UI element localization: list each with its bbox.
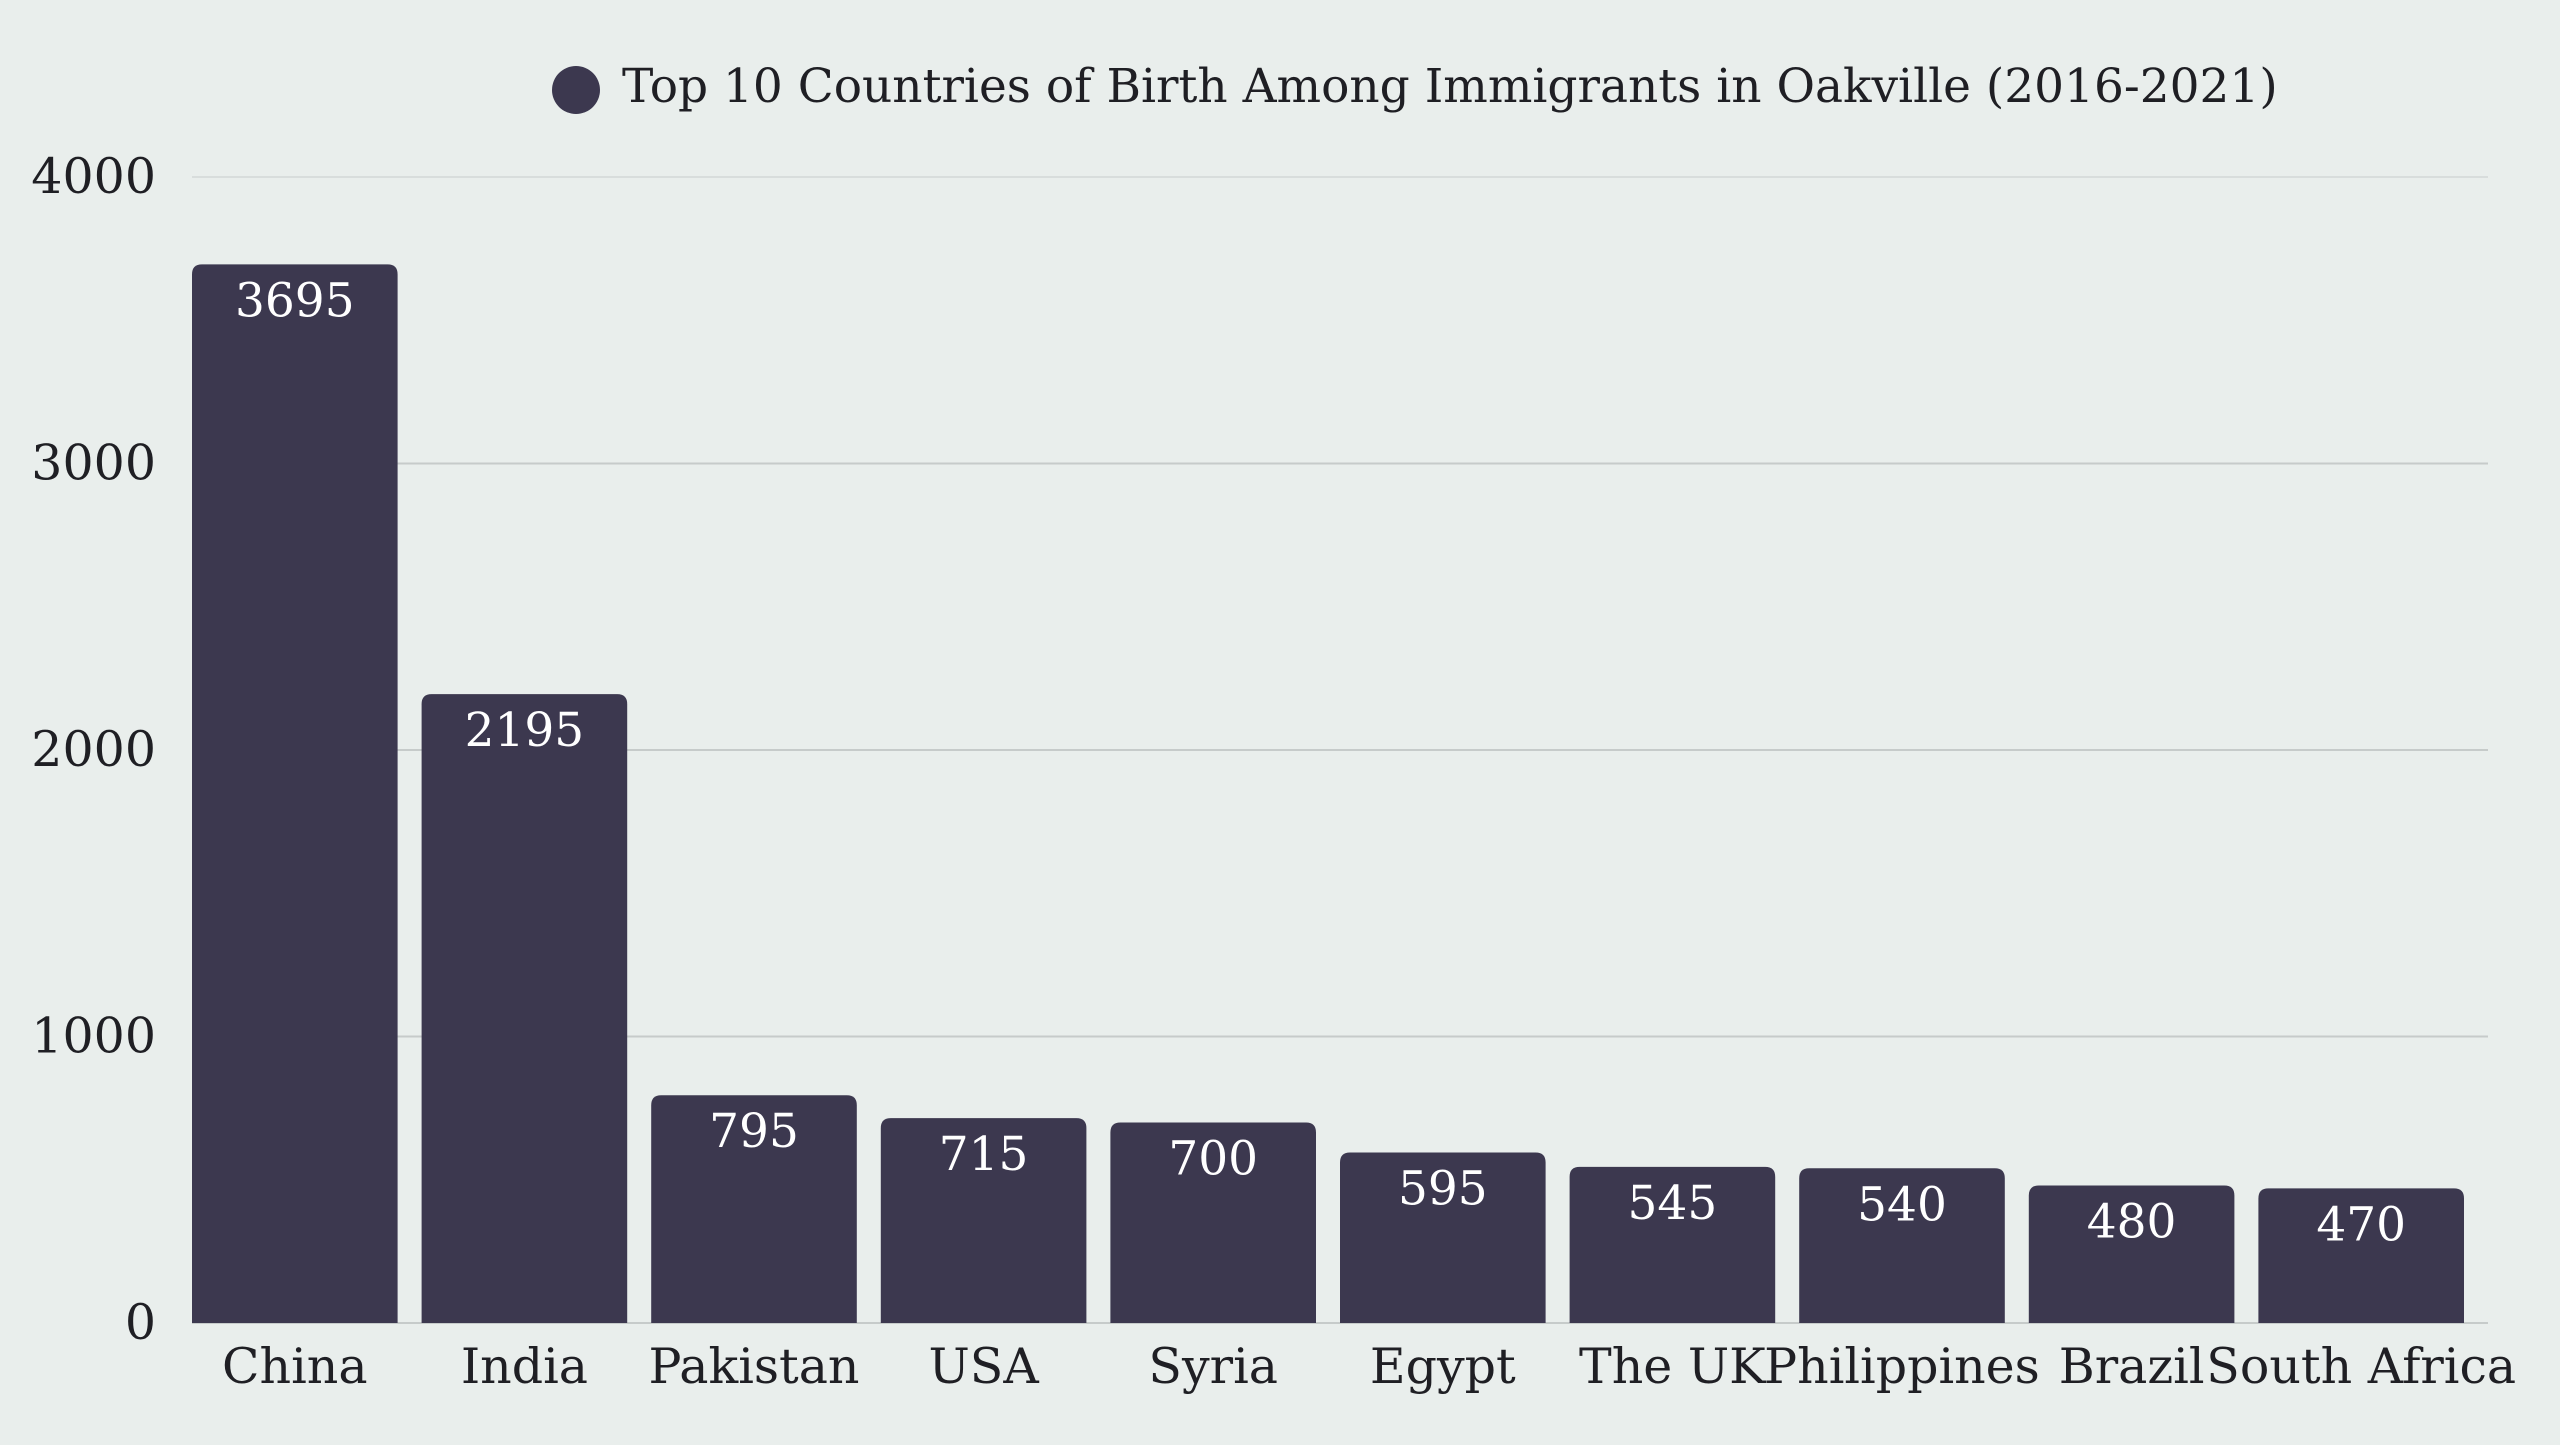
y-tick-label: 0	[125, 1294, 156, 1351]
x-tick-label: Philippines	[1764, 1338, 2040, 1395]
x-tick-label: Egypt	[1370, 1338, 1516, 1395]
data-label: 545	[1628, 1176, 1718, 1231]
bar-india	[421, 694, 628, 1323]
bar-syria	[1110, 1122, 1316, 1323]
y-tick-label: 3000	[31, 435, 156, 492]
x-axis-labels: China India Pakistan USA Syria Egypt The UKPhi…	[222, 1338, 2516, 1395]
bar-brazil	[2028, 1185, 2235, 1323]
x-tick-label: USA	[928, 1338, 1039, 1395]
bar-philippines	[1799, 1168, 2005, 1323]
data-label: 595	[1398, 1162, 1488, 1217]
data-label: 715	[939, 1127, 1029, 1182]
x-tick-label: The UK	[1579, 1338, 1767, 1395]
bar-south-africa	[2258, 1188, 2464, 1323]
y-tick-label: 2000	[31, 721, 156, 778]
bar-usa	[880, 1118, 1087, 1323]
data-label: 795	[709, 1104, 799, 1159]
legend-marker	[552, 66, 600, 114]
data-label: 3695	[235, 273, 355, 328]
data-label: 470	[2316, 1197, 2406, 1252]
y-axis-ticks: 0 1000 2000 3000 4000	[31, 148, 156, 1351]
data-label: 480	[2087, 1194, 2177, 1249]
x-tick-label: South Africa	[2206, 1338, 2516, 1395]
bar-the-uk	[1569, 1166, 1776, 1323]
x-tick-label: India	[461, 1338, 588, 1395]
y-tick-label: 1000	[31, 1008, 156, 1065]
x-tick-label: Brazil	[2059, 1338, 2205, 1395]
legend: Top 10 Countries of Birth Among Immigran…	[552, 59, 2278, 114]
data-label: 2195	[465, 703, 585, 758]
x-tick-label: Syria	[1148, 1338, 1278, 1395]
bar-china	[192, 264, 398, 1323]
x-tick-label: Pakistan	[649, 1338, 860, 1395]
data-label: 700	[1168, 1131, 1258, 1186]
data-label: 540	[1857, 1177, 1947, 1232]
bar-pakistan	[651, 1095, 857, 1323]
x-tick-label: China	[222, 1338, 368, 1395]
bar-egypt	[1340, 1152, 1546, 1323]
y-tick-label: 4000	[31, 148, 156, 205]
bars: 3695 2195 795 715 700 595 545 540 480 470	[192, 264, 2464, 1323]
legend-label: Top 10 Countries of Birth Among Immigran…	[622, 59, 2278, 114]
